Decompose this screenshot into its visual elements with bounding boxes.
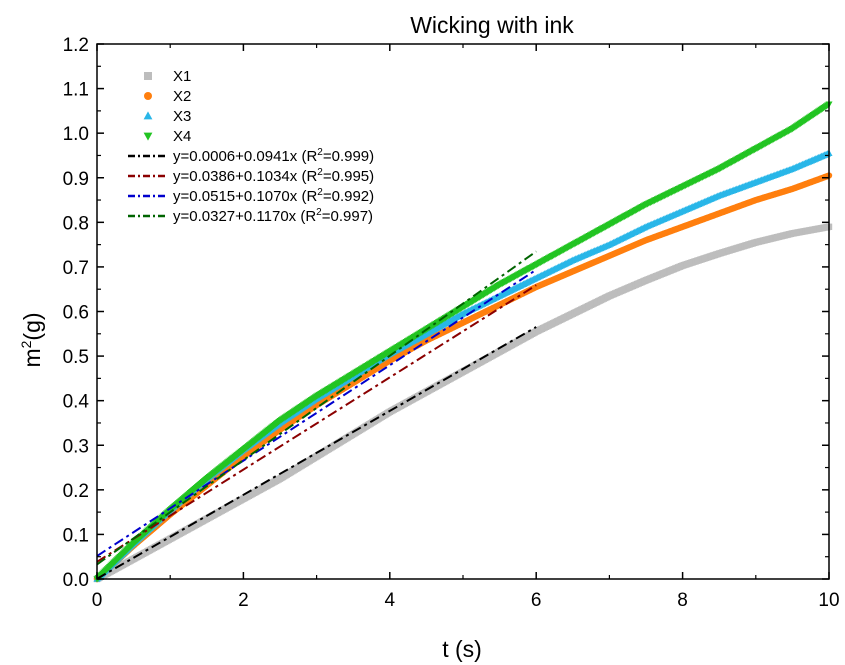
legend-marker: [144, 92, 152, 100]
y-tick-label: 1.0: [63, 124, 89, 145]
legend-item-fit-2: y=0.0386+0.1034x (R2=0.995): [128, 167, 374, 185]
legend-label-main: y=0.0327+0.1170x (R: [173, 208, 316, 225]
legend-label: X1: [173, 68, 191, 85]
y-axis-title-sup: 2: [18, 340, 34, 348]
legend-label: y=0.0006+0.0941x (R2=0.999): [173, 147, 374, 165]
legend-label: X2: [173, 88, 191, 105]
legend-item-x2: X2: [144, 88, 191, 105]
legend-item-x4: X4: [143, 128, 191, 145]
series-x1: [93, 223, 833, 583]
x-tick-label: 6: [531, 590, 542, 611]
legend-label-sup: 2: [317, 167, 323, 178]
y-tick-label: 0.4: [63, 392, 90, 413]
y-tick-label: 1.2: [63, 35, 89, 56]
y-tick-label: 0.1: [63, 525, 89, 546]
legend-label-main: y=0.0386+0.1034x (R: [173, 168, 317, 185]
legend-label: y=0.0327+0.1170x (R2=0.997): [173, 207, 373, 225]
y-tick-label: 1.1: [63, 80, 89, 101]
legend-label-tail: =0.997): [322, 208, 373, 225]
legend-label: X3: [173, 108, 191, 125]
fit-line-4: [96, 250, 537, 566]
legend-marker: [143, 132, 153, 141]
y-tick-label: 0.8: [63, 213, 89, 234]
legend-item-x3: X3: [143, 108, 191, 125]
y-tick-label: 0.2: [63, 481, 89, 502]
fit-line-1: [96, 326, 537, 580]
legend-label: y=0.0386+0.1034x (R2=0.995): [173, 167, 374, 185]
x-tick-label: 0: [92, 590, 103, 611]
legend-item-fit-4: y=0.0327+0.1170x (R2=0.997): [128, 207, 373, 225]
fit-line-2: [96, 284, 537, 563]
legend-marker: [143, 111, 153, 120]
fit-line-3: [96, 268, 537, 557]
y-tick-label: 0.9: [63, 169, 89, 190]
legend-item-fit-1: y=0.0006+0.0941x (R2=0.999): [128, 147, 374, 165]
y-tick-label: 0.5: [63, 347, 89, 368]
legend-label-sup: 2: [317, 187, 323, 198]
legend-label: X4: [173, 128, 191, 145]
y-tick-label: 0.7: [63, 258, 89, 279]
x-tick-label: 10: [818, 590, 839, 611]
legend-label-sup: 2: [317, 147, 323, 158]
y-axis-title-tail: (g): [19, 312, 45, 340]
y-tick-label: 0.0: [63, 570, 89, 591]
y-tick-label: 0.6: [63, 303, 89, 324]
axes: 0 2 4 6 8 10 0.0 0.1 0.2 0.3 0.4 0.5 0.6 0.7 0.8 0.9 1.0…: [63, 35, 840, 611]
x-tick-label: 4: [385, 590, 396, 611]
chart-title: Wicking with ink: [410, 12, 574, 38]
legend-label-main: y=0.0515+0.1070x (R: [173, 188, 317, 205]
legend-label-sup: 2: [316, 207, 322, 218]
legend-marker: [144, 72, 152, 80]
legend-label-main: y=0.0006+0.0941x (R: [173, 148, 317, 165]
y-axis-title-base: m: [19, 348, 45, 367]
legend-label-tail: =0.999): [323, 148, 374, 165]
legend-item-x1: X1: [144, 68, 191, 85]
x-tick-label: 2: [238, 590, 249, 611]
x-tick-label: 8: [677, 590, 688, 611]
y-axis-title: m2(g): [18, 312, 45, 367]
legend-label: y=0.0515+0.1070x (R2=0.992): [173, 187, 374, 205]
legend-label-tail: =0.992): [323, 188, 374, 205]
y-tick-label: 0.3: [63, 436, 89, 457]
x-axis-title: t (s): [442, 636, 482, 662]
legend-label-tail: =0.995): [323, 168, 374, 185]
legend-item-fit-3: y=0.0515+0.1070x (R2=0.992): [128, 187, 374, 205]
